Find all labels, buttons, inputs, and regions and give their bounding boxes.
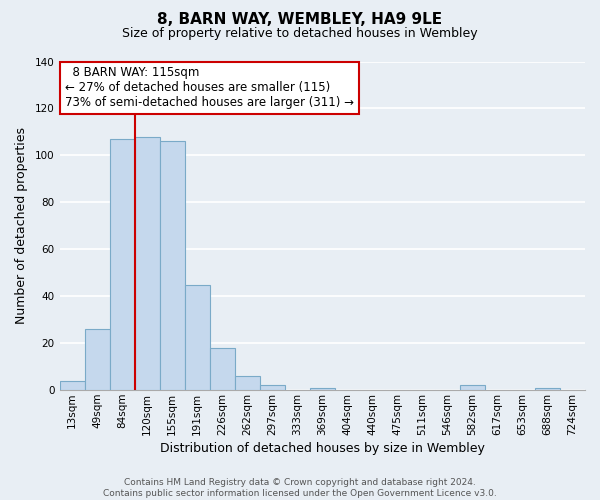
Y-axis label: Number of detached properties: Number of detached properties <box>15 128 28 324</box>
Bar <box>85 329 110 390</box>
Bar <box>535 388 560 390</box>
Bar <box>260 386 285 390</box>
Bar <box>209 348 235 390</box>
Bar <box>235 376 260 390</box>
Bar <box>185 284 209 390</box>
X-axis label: Distribution of detached houses by size in Wembley: Distribution of detached houses by size … <box>160 442 485 455</box>
Bar <box>59 381 85 390</box>
Bar <box>110 139 134 390</box>
Text: 8 BARN WAY: 115sqm
← 27% of detached houses are smaller (115)
73% of semi-detach: 8 BARN WAY: 115sqm ← 27% of detached hou… <box>65 66 354 110</box>
Bar <box>460 386 485 390</box>
Bar <box>160 142 185 390</box>
Text: 8, BARN WAY, WEMBLEY, HA9 9LE: 8, BARN WAY, WEMBLEY, HA9 9LE <box>157 12 443 28</box>
Bar <box>310 388 335 390</box>
Text: Contains HM Land Registry data © Crown copyright and database right 2024.
Contai: Contains HM Land Registry data © Crown c… <box>103 478 497 498</box>
Bar <box>134 136 160 390</box>
Text: Size of property relative to detached houses in Wembley: Size of property relative to detached ho… <box>122 28 478 40</box>
